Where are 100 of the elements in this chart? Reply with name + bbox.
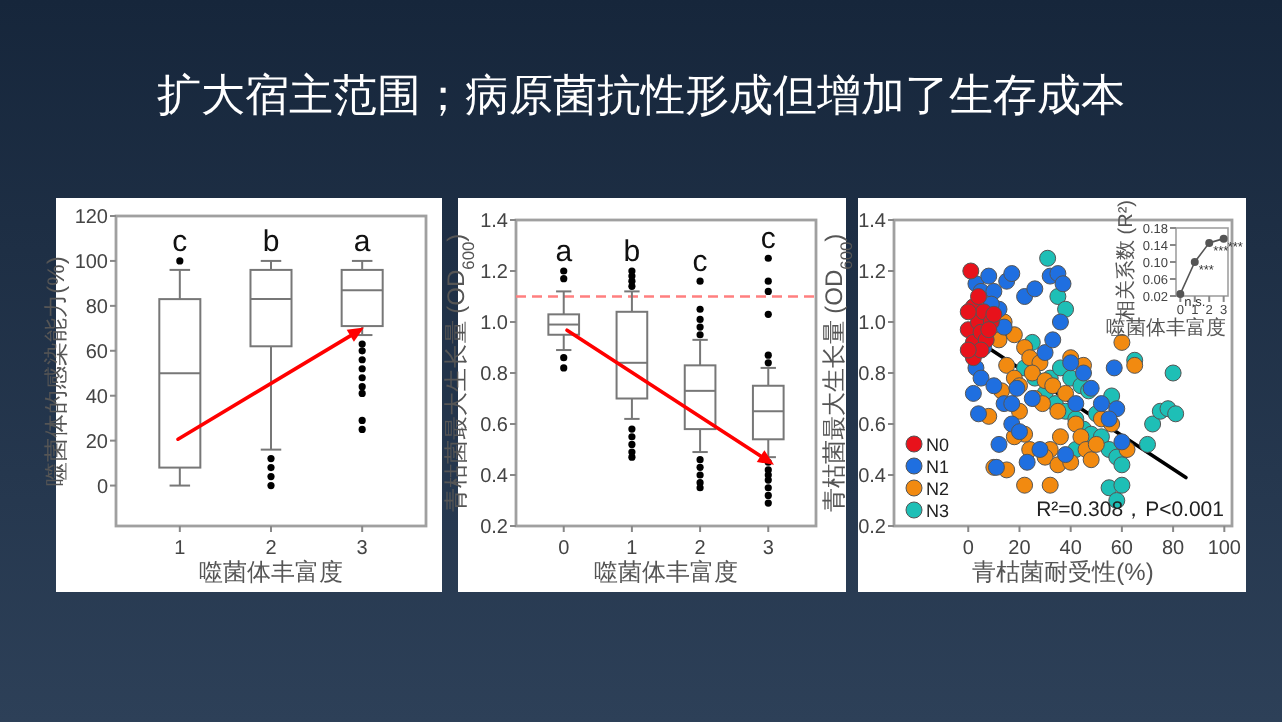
point xyxy=(1100,410,1118,428)
point xyxy=(959,303,977,321)
y-tick-label: 1.4 xyxy=(480,211,509,233)
point xyxy=(1072,428,1090,446)
annotation: c xyxy=(172,224,189,259)
point xyxy=(985,377,1003,395)
point xyxy=(1113,476,1131,494)
point xyxy=(1041,476,1059,494)
point xyxy=(1164,364,1182,382)
point xyxy=(1018,453,1036,471)
y-tick-label: 1.4 xyxy=(858,211,887,233)
point xyxy=(1219,234,1228,243)
x-tick-label: 40 xyxy=(1059,538,1083,560)
point xyxy=(1003,265,1021,283)
point xyxy=(1176,289,1185,298)
point xyxy=(1026,280,1044,298)
point xyxy=(1144,415,1162,433)
y-tick-label: 1.2 xyxy=(858,262,887,284)
point xyxy=(1049,402,1067,420)
annotation: R²=0.308，P<0.001 xyxy=(1036,498,1225,522)
y-tick-label: 0.6 xyxy=(480,415,509,437)
point xyxy=(1023,364,1041,382)
x-axis-title: 噬菌体丰富度 xyxy=(199,558,343,586)
point xyxy=(1044,331,1062,349)
x-axis-title: 噬菌体丰富度 xyxy=(1106,316,1226,340)
y-axis-title: 噬菌体的感染能力(%) xyxy=(42,256,70,486)
x-tick-label: 0 xyxy=(558,538,571,560)
point xyxy=(1054,275,1072,293)
point xyxy=(1057,446,1075,464)
point xyxy=(980,267,998,285)
point xyxy=(1074,364,1092,382)
y-tick-label: 0.4 xyxy=(858,466,887,488)
x-tick-label: 80 xyxy=(1161,538,1186,560)
x-tick-label: 100 xyxy=(1207,538,1242,560)
annotation: c xyxy=(692,245,709,280)
point xyxy=(985,305,1003,323)
point xyxy=(980,321,998,339)
point xyxy=(1036,344,1054,362)
y-tick-label: 0.4 xyxy=(480,466,509,488)
x-tick-label: 20 xyxy=(1008,538,1032,560)
y-tick-label: 1.2 xyxy=(480,262,509,284)
annotation: b xyxy=(623,235,641,269)
legend-label: N3 xyxy=(926,501,950,521)
point xyxy=(1092,395,1110,413)
x-tick-label: 3 xyxy=(356,538,369,560)
point xyxy=(1057,300,1075,318)
point xyxy=(1010,423,1028,441)
y-tick-label: 0.8 xyxy=(480,364,509,386)
point xyxy=(1113,433,1131,451)
x-tick-label: 1 xyxy=(174,538,187,560)
text: 扩大宿主范围；病原菌抗性形成但增加了生存成本 xyxy=(157,70,1125,120)
point xyxy=(964,384,982,402)
point xyxy=(962,262,980,280)
point xyxy=(1205,238,1214,247)
point xyxy=(1051,428,1069,446)
point xyxy=(1082,451,1100,469)
point xyxy=(1167,405,1185,423)
point xyxy=(1087,435,1105,453)
legend-label: N2 xyxy=(926,479,950,499)
x-tick-label: 2 xyxy=(265,538,278,560)
y-axis-title: 相关系数 (R²) xyxy=(1114,200,1138,320)
point xyxy=(1113,456,1131,474)
point xyxy=(1190,258,1199,266)
point xyxy=(1062,354,1080,372)
point xyxy=(972,369,990,387)
point xyxy=(970,405,987,423)
point xyxy=(998,356,1016,374)
x-tick-label: 1 xyxy=(626,538,639,560)
point xyxy=(1126,356,1144,374)
point xyxy=(1031,441,1049,458)
x-tick-label: 0 xyxy=(962,538,975,560)
x-tick-label: 60 xyxy=(1110,538,1134,560)
point xyxy=(1067,395,1085,413)
point xyxy=(1039,249,1057,267)
legend-label: N0 xyxy=(926,435,950,455)
point xyxy=(1051,313,1069,331)
point xyxy=(990,435,1008,453)
point xyxy=(959,341,977,359)
point xyxy=(1139,435,1156,453)
y-tick-label: 0.8 xyxy=(858,364,887,386)
y-tick-label: 0 xyxy=(96,476,109,499)
y-tick-label: 20 xyxy=(85,431,109,454)
point xyxy=(1003,395,1021,413)
y-tick-label: 0.2 xyxy=(858,517,887,539)
y-tick-label: 100 xyxy=(74,251,109,274)
point xyxy=(970,288,987,305)
point xyxy=(1016,476,1034,494)
point xyxy=(1067,415,1085,433)
point xyxy=(1057,384,1075,402)
annotation: c xyxy=(760,222,777,257)
annotation: a xyxy=(555,235,574,269)
annotation: b xyxy=(262,224,280,259)
y-tick-label: 120 xyxy=(74,207,109,229)
y-tick-label: 0.2 xyxy=(480,517,509,539)
annotation: a xyxy=(353,224,372,259)
legend-label: N1 xyxy=(926,457,950,477)
y-tick-label: 0.6 xyxy=(858,415,887,437)
x-axis-title: 噬菌体丰富度 xyxy=(594,558,738,586)
point xyxy=(1044,377,1062,395)
x-tick-label: 3 xyxy=(762,538,775,560)
